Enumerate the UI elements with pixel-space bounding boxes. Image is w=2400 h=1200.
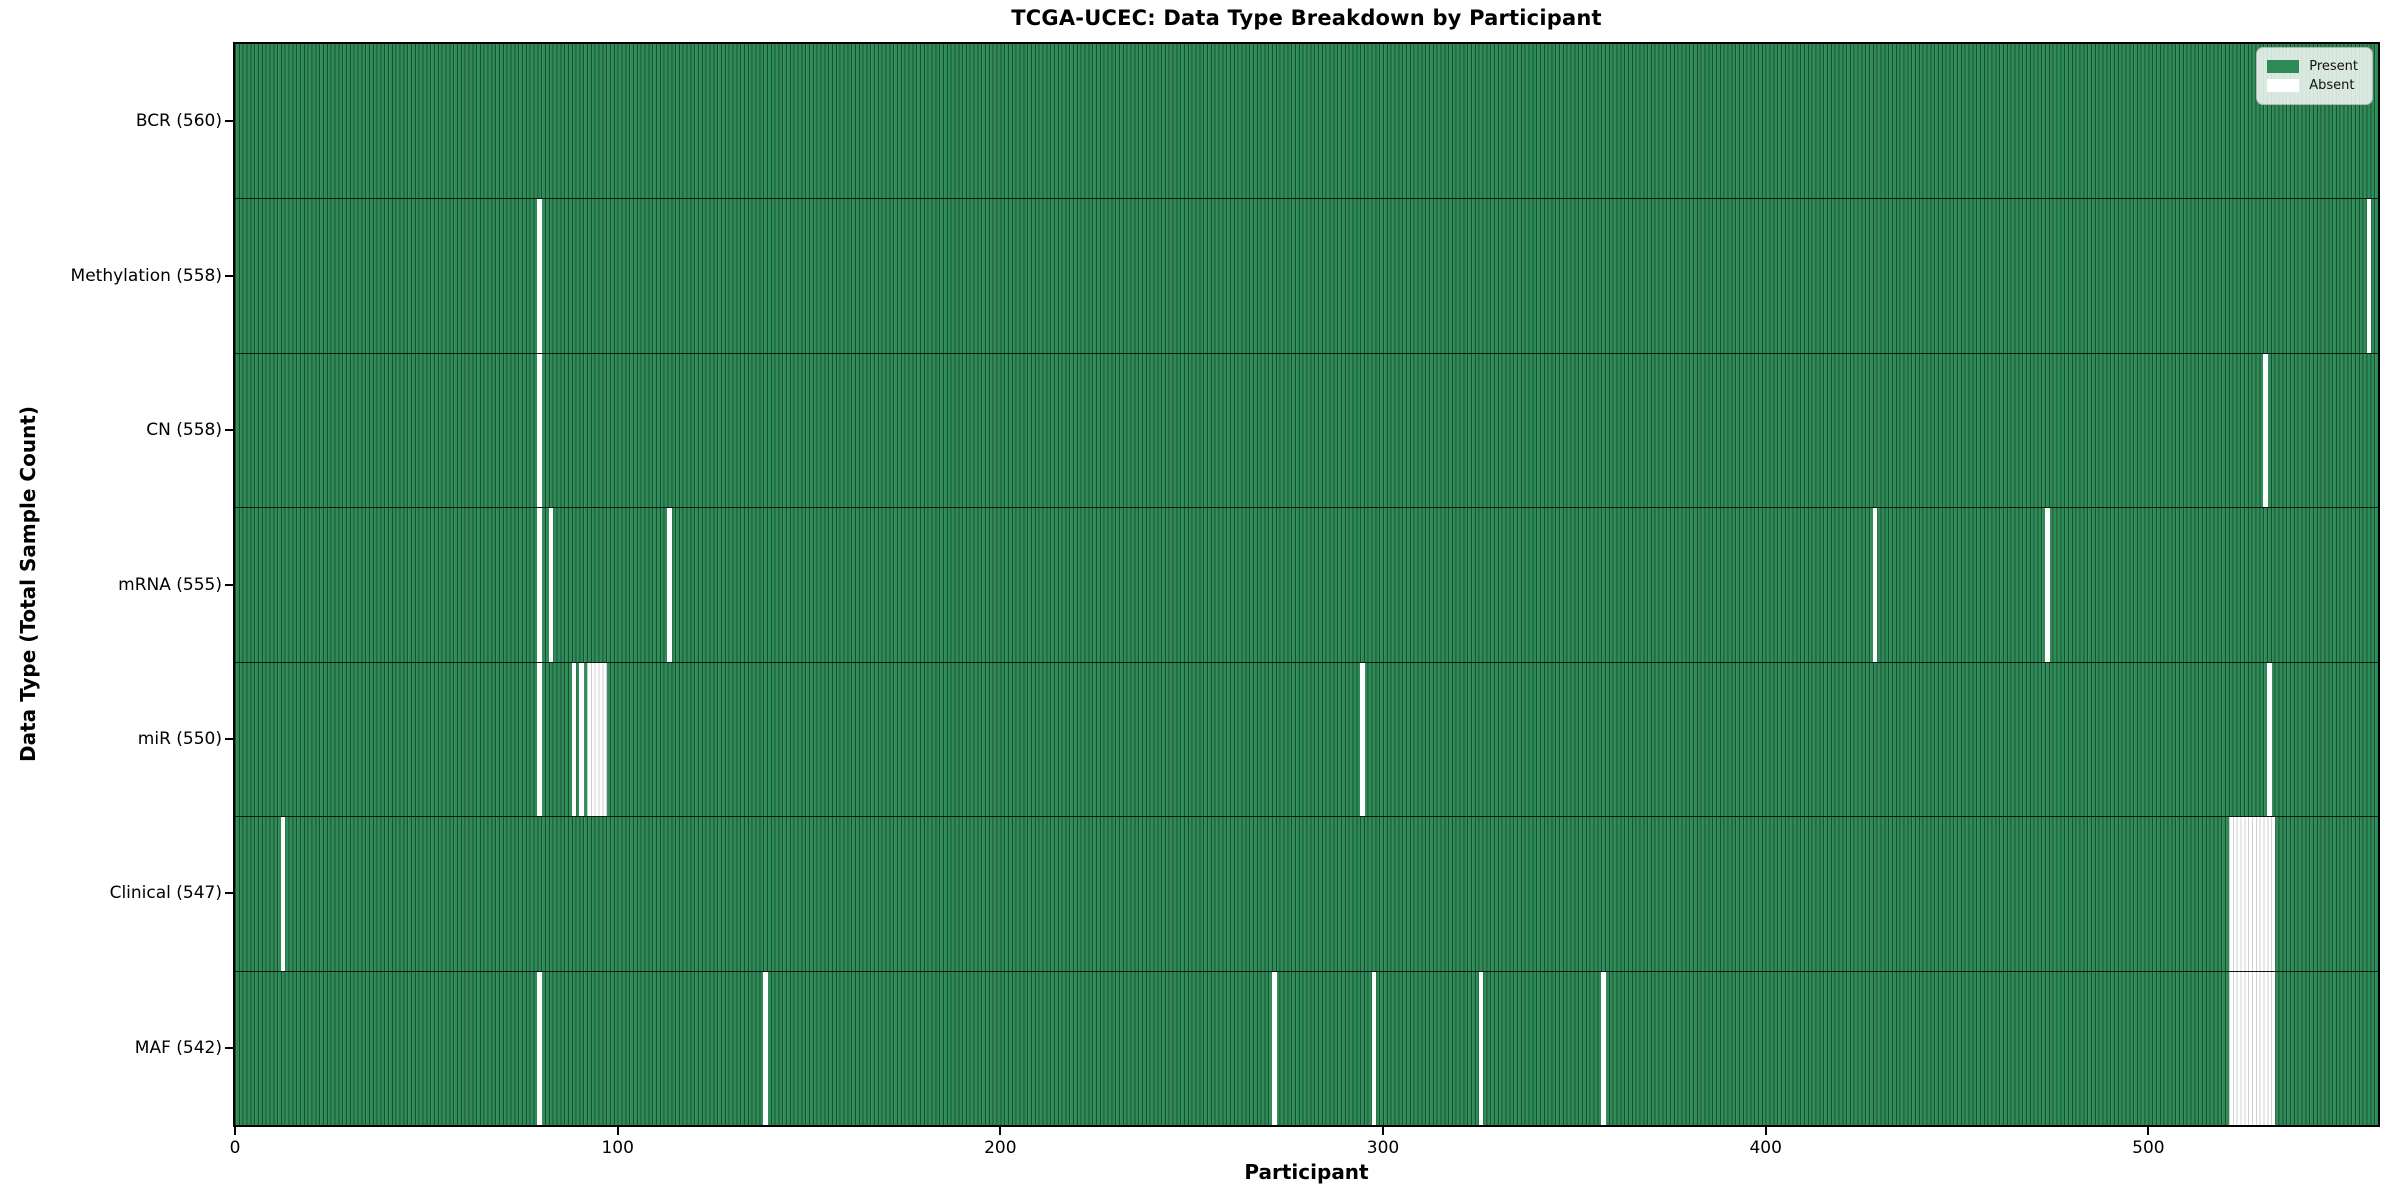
y-tick-label: CN (558) (146, 420, 222, 441)
row-bands (235, 44, 2378, 1125)
absent-stripe (571, 662, 577, 817)
x-tick-mark (1382, 1127, 1385, 1135)
y-tick-mark (225, 1046, 233, 1049)
legend-swatch-absent-icon (2267, 79, 2300, 92)
absent-stripe (1478, 971, 1484, 1125)
y-tick-label: Methylation (558) (70, 265, 222, 286)
absent-stripe (1360, 662, 1365, 817)
x-axis-label: Participant (1244, 1160, 1369, 1184)
absent-stripe (2267, 662, 2272, 817)
row-band-cn (235, 352, 2378, 508)
row-band-mrna (235, 507, 2378, 662)
absent-stripe (587, 662, 607, 817)
absent-stripe (763, 971, 768, 1125)
absent-stripe (1601, 971, 1606, 1125)
row-band-mir (235, 661, 2378, 817)
legend: Present Absent (2256, 47, 2373, 105)
plot-area: Present Absent (233, 42, 2380, 1127)
absent-stripe (537, 353, 542, 508)
x-tick-mark (616, 1127, 619, 1135)
x-tick-label: 400 (1749, 1138, 1782, 1158)
legend-label-present: Present (2309, 59, 2358, 74)
y-tick-mark (225, 737, 233, 740)
y-tick-mark (225, 120, 233, 123)
y-tick-mark (225, 429, 233, 432)
y-tick-label: MAF (542) (134, 1037, 222, 1058)
y-tick-label: mRNA (555) (118, 574, 222, 595)
absent-stripe (1872, 508, 1878, 662)
y-tick-label: Clinical (547) (109, 883, 222, 904)
absent-stripe (667, 508, 672, 662)
x-tick-label: 300 (1366, 1138, 1400, 1158)
absent-stripe (537, 508, 542, 662)
absent-stripe (2263, 353, 2268, 508)
absent-stripe (2228, 817, 2276, 971)
y-tick-mark (225, 892, 233, 895)
row-band-clinical (235, 816, 2378, 971)
x-tick-label: 100 (601, 1138, 634, 1158)
x-tick-mark (1764, 1127, 1767, 1135)
legend-label-absent: Absent (2309, 78, 2355, 93)
x-tick-label: 200 (984, 1138, 1017, 1158)
absent-stripe (1272, 971, 1277, 1125)
y-axis-label: Data Type (Total Sample Count) (16, 405, 40, 763)
legend-swatch-present-icon (2267, 60, 2300, 73)
x-tick-mark (2147, 1127, 2150, 1135)
x-tick-mark (999, 1127, 1002, 1135)
row-band-bcr (235, 44, 2378, 199)
x-tick-label: 0 (229, 1138, 241, 1158)
y-tick-mark (225, 583, 233, 586)
absent-stripe (537, 199, 542, 353)
row-band-methylation (235, 198, 2378, 353)
absent-stripe (548, 508, 554, 662)
y-tick-label: BCR (560) (135, 111, 222, 132)
x-tick-label: 500 (2132, 1138, 2165, 1158)
legend-item-absent: Absent (2267, 78, 2358, 93)
y-tick-mark (225, 274, 233, 277)
absent-stripe (2228, 971, 2276, 1125)
absent-stripe (579, 662, 584, 817)
legend-item-present: Present (2267, 59, 2358, 74)
x-tick-mark (234, 1127, 236, 1135)
absent-stripe (537, 662, 542, 817)
absent-stripe (1371, 971, 1377, 1125)
absent-stripe (280, 817, 286, 971)
y-tick-label: miR (550) (137, 728, 222, 749)
absent-stripe (2045, 508, 2050, 662)
chart-title: TCGA-UCEC: Data Type Breakdown by Partic… (1011, 6, 1602, 30)
absent-stripe (537, 971, 542, 1125)
absent-stripe (2366, 199, 2372, 353)
row-band-maf (235, 970, 2378, 1125)
